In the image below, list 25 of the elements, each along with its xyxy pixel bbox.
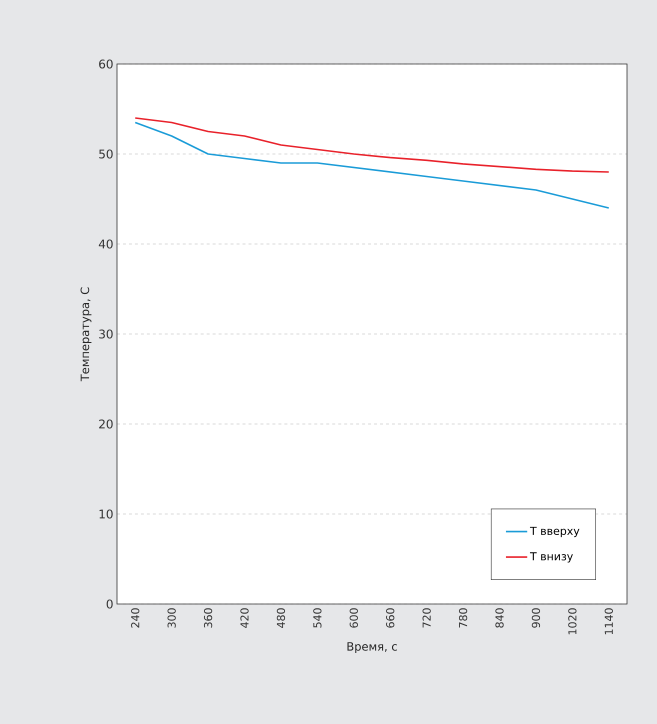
x-tick-label: 300 xyxy=(168,608,176,628)
x-tick-label: 900 xyxy=(532,608,540,628)
y-tick-label: 60 xyxy=(99,59,113,69)
x-tick-label: 660 xyxy=(386,608,394,628)
x-tick-label: 360 xyxy=(204,608,212,628)
legend-label: T вверху xyxy=(530,526,580,538)
x-tick-label: 780 xyxy=(458,608,468,628)
y-tick-label: 20 xyxy=(99,419,113,429)
x-tick-label: 720 xyxy=(422,608,431,628)
y-tick-label: 40 xyxy=(98,239,113,249)
y-tick-label: 10 xyxy=(100,509,113,519)
x-tick-label: 240 xyxy=(131,608,140,628)
x-tick-label: 840 xyxy=(495,608,504,628)
x-tick-label: 1020 xyxy=(568,608,577,634)
y-tick-label: 0 xyxy=(106,599,113,609)
y-tick-label: 50 xyxy=(99,149,113,159)
legend-label: T внизу xyxy=(530,552,573,563)
x-tick-label: 420 xyxy=(240,608,249,628)
x-tick-label: 480 xyxy=(276,608,286,628)
x-axis-title: Время, с xyxy=(347,642,397,653)
x-tick-label: 540 xyxy=(313,608,322,628)
y-axis-title: Температура, С xyxy=(80,287,92,382)
x-tick-label: 600 xyxy=(350,608,358,628)
x-tick-label: 1140 xyxy=(604,608,613,634)
y-tick-label: 30 xyxy=(99,329,113,339)
